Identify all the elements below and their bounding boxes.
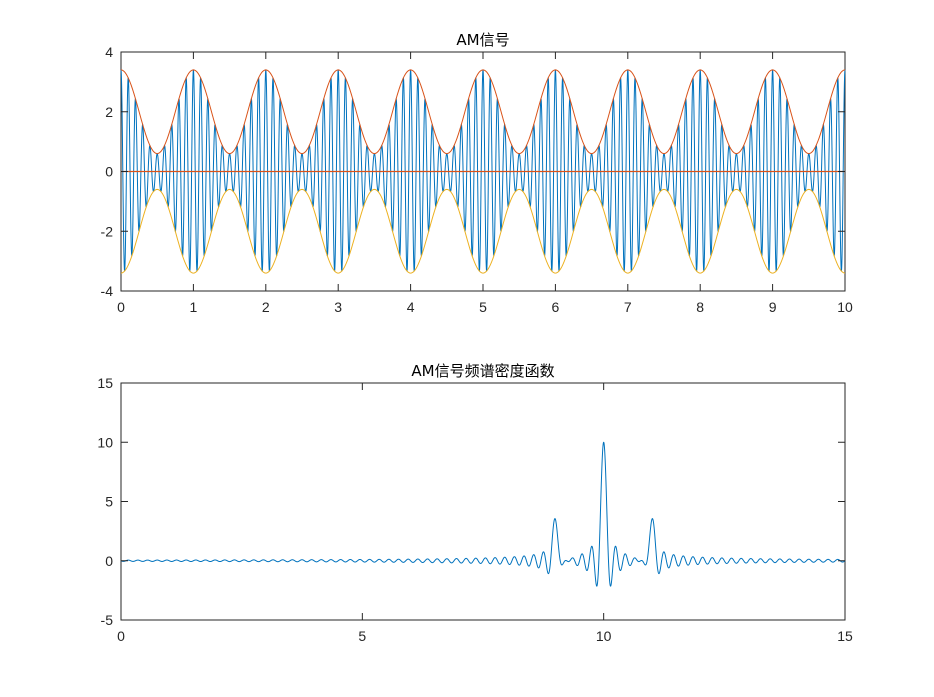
x-tick-label: 15 <box>837 628 853 644</box>
y-tick-label: 10 <box>97 434 113 450</box>
am-signal-chart: 0 1 2 3 4 5 6 7 8 9 10 -4 -2 0 2 4 AM信号 <box>101 31 853 315</box>
spectral-density-line <box>120 441 846 587</box>
x-tick-label: 10 <box>837 299 853 315</box>
y-tick-label: 0 <box>105 164 113 180</box>
y-tick-label: 15 <box>97 375 113 391</box>
upper-envelope-line <box>120 69 846 155</box>
x-tick-label: 2 <box>262 299 270 315</box>
x-tick-label: 4 <box>407 299 415 315</box>
spectrum-title: AM信号频谱密度函数 <box>411 362 554 380</box>
x-tick-label: 3 <box>334 299 342 315</box>
x-tick-label: 5 <box>479 299 487 315</box>
y-tick-label: -4 <box>101 283 114 299</box>
x-tick-label: 8 <box>696 299 704 315</box>
y-tick-label: 2 <box>105 104 113 120</box>
y-tick-label: 4 <box>105 44 113 60</box>
am-signal-ticks: 0 1 2 3 4 5 6 7 8 9 10 -4 -2 0 2 4 <box>101 44 853 315</box>
y-tick-label: 0 <box>105 553 113 569</box>
spectrum-plot-area <box>120 441 846 587</box>
x-tick-label: 6 <box>552 299 560 315</box>
y-tick-label: -5 <box>101 612 114 628</box>
x-tick-label: 9 <box>769 299 777 315</box>
spectrum-axes <box>120 382 846 621</box>
x-tick-label: 0 <box>117 628 125 644</box>
am-signal-title: AM信号 <box>456 31 509 49</box>
lower-envelope-line <box>120 188 846 274</box>
x-tick-label: 10 <box>596 628 612 644</box>
x-tick-label: 0 <box>117 299 125 315</box>
x-tick-label: 5 <box>358 628 366 644</box>
y-tick-label: -2 <box>101 223 114 239</box>
y-tick-label: 5 <box>105 494 113 510</box>
am-signal-plot-area <box>120 69 846 274</box>
x-tick-label: 1 <box>190 299 198 315</box>
x-tick-label: 7 <box>624 299 632 315</box>
